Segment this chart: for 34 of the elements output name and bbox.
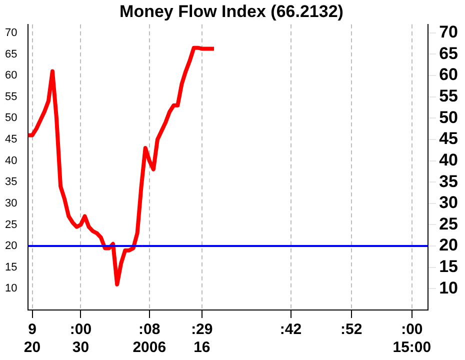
y-tick-label: 15 xyxy=(4,261,18,274)
y2-tick-label: 45 xyxy=(439,129,458,148)
y2-tick-label: 25 xyxy=(439,214,458,234)
y-tick-label: 35 xyxy=(4,176,18,188)
y2-tick-label: 55 xyxy=(439,86,458,106)
chart-title: Money Flow Index (66.2132) xyxy=(120,2,344,21)
x-tick-label: :42 xyxy=(280,321,302,338)
x-tick-label: 9 20 xyxy=(24,321,41,356)
y2-tick-label: 65 xyxy=(439,44,458,63)
y-tick-label: 20 xyxy=(4,240,18,252)
y-tick-label: 55 xyxy=(4,90,18,103)
y-tick-label: 60 xyxy=(4,70,18,82)
x-tick-label: :52 xyxy=(340,321,362,338)
y2-tick-label: 60 xyxy=(439,65,458,84)
y2-tick-label: 40 xyxy=(439,150,458,170)
y2-tick-label: 70 xyxy=(439,22,458,42)
x-tick-label: :29 16 xyxy=(191,321,213,356)
y2-tick-label: 15 xyxy=(439,257,458,276)
y-tick-label: 30 xyxy=(4,197,18,210)
y-tick-label: 70 xyxy=(4,26,18,39)
y-tick-label: 10 xyxy=(4,282,18,295)
y2-tick-label: 30 xyxy=(439,193,458,212)
x-tick-label: :08 2006 xyxy=(132,321,166,356)
y-tick-label: 50 xyxy=(4,112,18,124)
y2-tick-label: 10 xyxy=(439,278,458,298)
x-tick-label: :00 15:00 xyxy=(392,321,432,356)
x-tick-label: :00 30 xyxy=(70,321,92,356)
y-tick-label: 45 xyxy=(4,134,18,146)
y-tick-label: 65 xyxy=(4,48,18,60)
y2-tick-label: 20 xyxy=(439,236,458,255)
y2-tick-label: 35 xyxy=(439,172,458,191)
y2-tick-label: 50 xyxy=(439,108,458,127)
y-tick-label: 25 xyxy=(4,218,18,231)
y-tick-label: 40 xyxy=(4,154,18,167)
